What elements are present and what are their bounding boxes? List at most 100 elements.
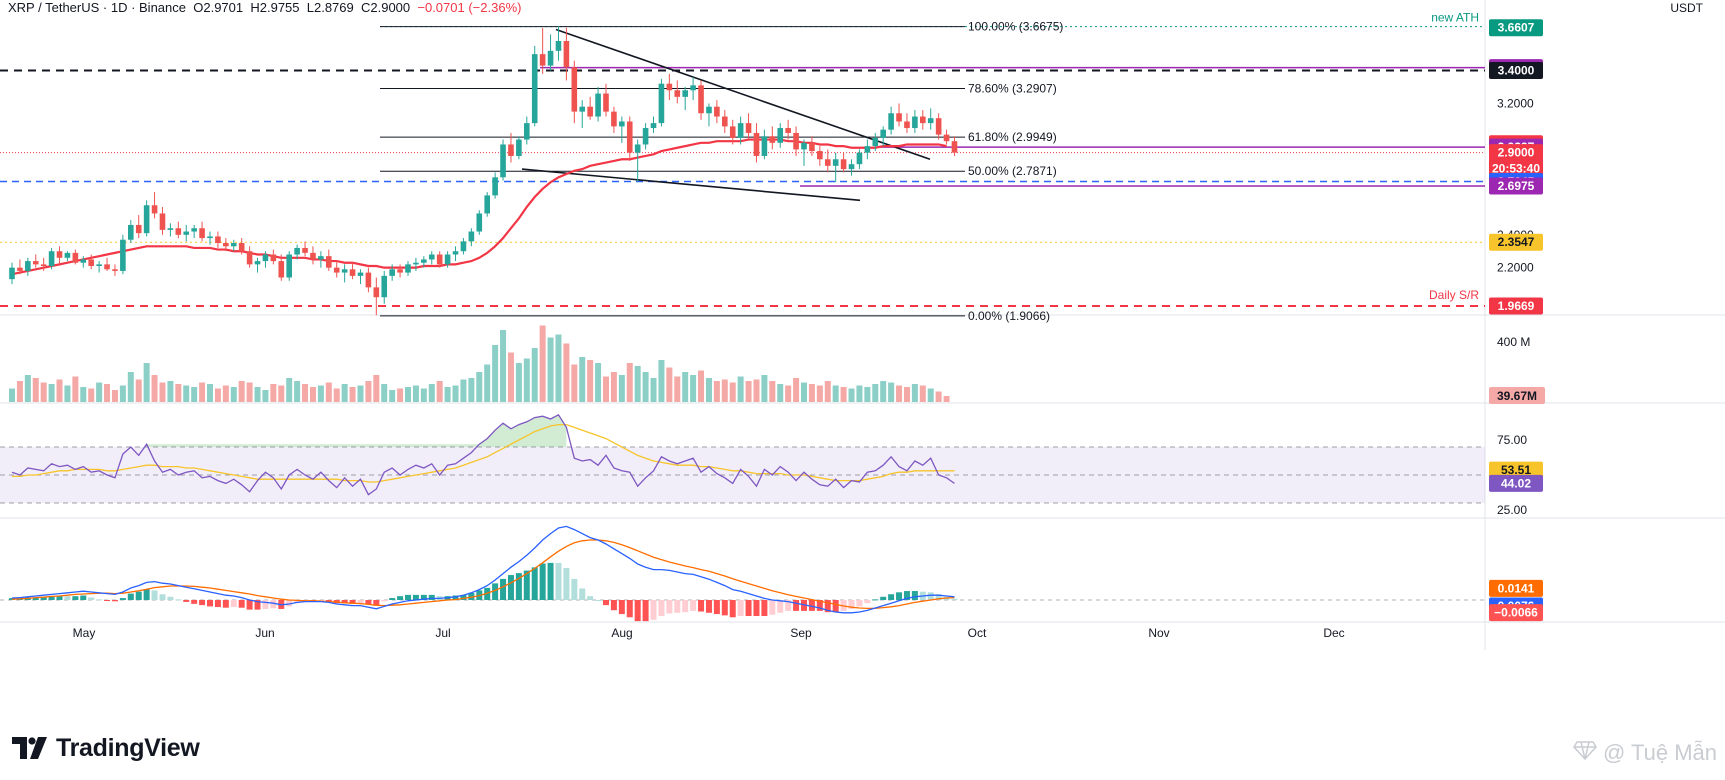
volume-bar <box>381 384 388 402</box>
open-label: O <box>193 0 204 15</box>
candle-body <box>223 243 229 247</box>
symbol-title[interactable]: XRP / TetherUS · 1D · Binance <box>8 0 186 15</box>
macd-histogram-bar <box>80 595 87 600</box>
macd-signal-line <box>11 539 955 610</box>
macd-histogram-bar <box>531 567 538 600</box>
lower-trendline <box>521 168 861 202</box>
volume-bar <box>674 376 681 402</box>
macd-histogram-bar <box>682 600 689 613</box>
candle-body <box>397 269 403 273</box>
currency-label[interactable]: USDT <box>1670 1 1703 15</box>
candle-body <box>286 254 292 278</box>
candle-body <box>436 254 443 265</box>
price-tag-value: 1.9669 <box>1498 299 1535 313</box>
macd-histogram-bar <box>238 600 245 608</box>
volume-bar <box>848 388 855 402</box>
macd-histogram-bar <box>864 600 871 604</box>
time-axis-label: Jul <box>435 626 450 640</box>
candle-body <box>579 106 586 112</box>
macd-histogram-bar <box>785 600 792 611</box>
macd-histogram-bar <box>935 594 942 600</box>
volume-bar <box>603 376 609 402</box>
macd-histogram-bar <box>286 600 293 607</box>
macd-histogram-bar <box>618 600 625 615</box>
macd-histogram-bar <box>927 592 934 600</box>
candle-body <box>563 40 570 68</box>
macd-histogram-bar <box>951 598 958 600</box>
macd-histogram-bar <box>397 596 404 600</box>
macd-histogram-bar <box>713 600 720 615</box>
macd-histogram-bar <box>222 600 229 608</box>
macd-histogram-bar <box>56 596 63 600</box>
volume-bar <box>761 375 768 402</box>
price-tag-value: 2.3547 <box>1498 235 1535 249</box>
macd-histogram-bar <box>911 591 918 600</box>
candle-body <box>666 83 673 91</box>
tradingview-logo[interactable]: TradingView <box>12 732 200 764</box>
volume-bar <box>151 375 158 402</box>
price-tick-label: 3.2000 <box>1497 96 1534 110</box>
macd-histogram-bar <box>317 600 324 601</box>
candle-body <box>920 116 926 124</box>
macd-histogram-bar <box>341 600 348 604</box>
candle-body <box>484 195 490 214</box>
volume-bar <box>80 387 87 402</box>
volume-bar <box>943 396 950 402</box>
candle-body <box>832 159 839 166</box>
candle-body <box>405 264 411 273</box>
volume-bar <box>365 381 372 402</box>
volume-bar <box>911 384 918 402</box>
macd-histogram-bar <box>104 600 111 601</box>
candle-body <box>737 123 744 138</box>
macd-histogram-bar <box>357 600 364 604</box>
macd-tag <box>1489 579 1543 597</box>
volume-bar <box>167 381 174 402</box>
macd-histogram-bar <box>428 594 435 600</box>
macd-histogram-bar <box>88 597 95 600</box>
volume-bar <box>888 382 895 402</box>
watermark: @ Tuệ Mẫn <box>1573 740 1717 766</box>
volume-bar <box>349 387 356 402</box>
candle-body <box>769 136 776 143</box>
fib-level-label: 100.00% (3.6675) <box>968 20 1063 34</box>
volume-bar <box>412 385 419 402</box>
candle-body <box>626 121 633 153</box>
fib-level-label: 50.00% (2.7871) <box>968 164 1057 178</box>
low-label: L <box>306 0 314 15</box>
fib-level-label: 0.00% (1.9066) <box>968 309 1050 323</box>
macd-histogram-bar <box>515 573 522 600</box>
volume-bar <box>32 378 39 402</box>
candle-body <box>642 128 649 145</box>
macd-histogram-bar <box>420 594 427 600</box>
rsi-tick-label: 25.00 <box>1497 503 1527 517</box>
volume-bar <box>175 384 182 402</box>
volume-bar <box>468 378 475 402</box>
volume-bar <box>452 385 459 402</box>
macd-histogram-bar <box>563 568 570 600</box>
volume-bar <box>96 382 103 402</box>
volume-bar <box>389 390 396 402</box>
macd-histogram-bar <box>412 594 419 600</box>
candle-body <box>872 137 879 147</box>
macd-histogram-bar <box>452 595 459 600</box>
volume-bar <box>191 387 198 402</box>
daily-sr-label: Daily S/R <box>1429 288 1479 302</box>
volume-bar <box>880 381 887 402</box>
macd-histogram-bar <box>705 600 712 613</box>
volume-bar <box>436 381 443 402</box>
candle-body <box>943 134 950 142</box>
volume-bar <box>230 387 237 402</box>
volume-bar <box>935 391 942 402</box>
candle-body <box>729 126 736 138</box>
macd-histogram-bar <box>135 591 142 600</box>
candle-body <box>64 252 71 258</box>
candle-body <box>888 113 894 130</box>
time-axis-label: Dec <box>1323 626 1344 640</box>
candle-body <box>698 85 704 114</box>
macd-histogram-bar <box>761 600 768 616</box>
macd-histogram-bar <box>151 590 158 600</box>
close-label: C <box>360 0 371 15</box>
volume-bar <box>595 363 602 402</box>
volume-tag <box>1489 387 1545 404</box>
